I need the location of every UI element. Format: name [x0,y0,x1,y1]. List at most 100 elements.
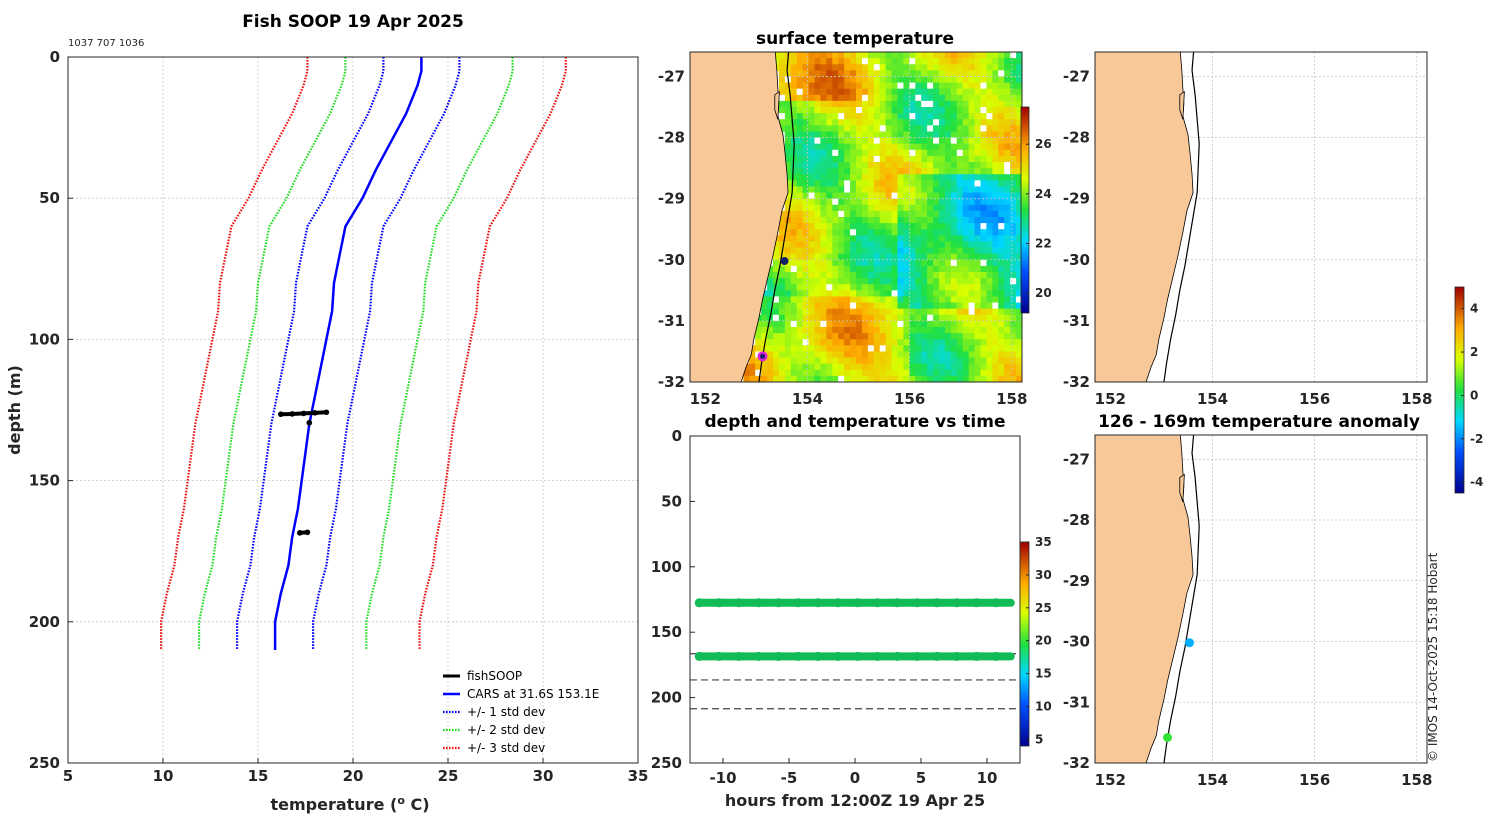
sst-cell [1010,125,1017,132]
sst-cell [974,137,981,145]
sst-cell [944,308,952,316]
sst-cell [778,119,786,126]
sst-cell [808,296,815,304]
sst-cell [909,265,916,273]
sst-cell [814,247,821,255]
sst-cell [903,113,910,120]
sst-cell [838,284,845,291]
sst-cell [944,174,952,181]
sst-cell [992,137,999,145]
sst-cell [808,265,815,273]
sst-cell [879,333,887,340]
sst-cell [974,198,981,206]
sst-cell [921,137,928,145]
sst-cell [879,52,887,59]
sst-cell [856,314,863,322]
blank-map-ytick-label: -27 [1063,67,1090,85]
sst-cell [933,70,940,77]
sst-cell [861,119,869,126]
sst-cell [808,308,815,316]
sst-cell [915,143,922,151]
sst-cell [832,107,839,114]
sst-cell [784,333,792,340]
sst-cell [814,64,821,71]
sst-cell [838,198,845,206]
sst-cell [968,229,976,236]
blank-map-xtick-label: 154 [1197,390,1228,408]
sst-cell [998,302,1005,310]
sst-cell [867,217,875,224]
sst-cell [968,272,976,279]
sst-cell [1010,143,1017,151]
sst-cell [832,375,839,382]
sst-cell [861,308,869,316]
sst-cell [891,180,898,187]
sst-cell [820,327,827,334]
sst-cell [939,155,946,163]
sst-cell [802,88,810,96]
sst-cell [1004,58,1011,65]
sst-cell [992,241,999,249]
sst-cell [950,223,958,230]
sst-cell [998,308,1005,316]
sst-cell [861,143,869,151]
sst-cell [861,137,869,145]
sst-cell [850,155,857,163]
sst-cell [856,278,863,285]
sst-cell [861,64,869,71]
sst-cell [767,272,774,279]
sst-cell [897,314,904,322]
sst-cell [814,58,821,65]
sst-cell [802,64,810,71]
sst-cell [897,278,904,285]
sst-cell [826,327,833,334]
sst-cell [856,192,863,200]
sst-cell [885,76,893,84]
sst-cell [885,119,893,126]
sst-cell [891,88,898,96]
sst-cell [773,52,780,59]
sst-cell [986,143,993,151]
sst-cell [998,198,1005,206]
sst-cell [802,296,810,304]
sst-cell [909,107,916,114]
sst-cell [968,302,976,310]
sst-cell [1010,155,1017,163]
sst-cell [933,308,940,316]
depth-time-point [853,598,863,608]
sst-cell [778,314,786,322]
sst-cell [980,198,987,206]
sst-cell [909,58,916,65]
sst-cell [933,198,940,206]
sst-cell [850,247,857,255]
sst-cell [820,333,827,340]
sst-cell [933,357,940,365]
depth-time-point [734,651,744,661]
sst-cell [944,217,952,224]
sst-cell [939,131,946,139]
sst-cell [755,357,762,365]
sst-cell [826,94,833,102]
sst-cell [956,223,964,230]
sst-cell [790,204,798,212]
sst-cell [968,278,976,285]
sst-cell [767,363,774,371]
sst-cell [790,180,798,187]
sst-cell [897,290,904,297]
sst-cell [1004,278,1011,285]
sst-cell [927,223,934,230]
sst-cell [927,302,934,310]
sst-cell [767,351,774,359]
sst-cell [968,82,976,90]
sst-cell [956,186,964,194]
sst-cell [1004,308,1011,316]
sst-cell [897,241,904,249]
sst-cell [915,186,922,194]
sst-cell [986,119,993,126]
sst-cell [891,217,898,224]
sst-cell [844,333,851,340]
sst-cell [856,308,863,316]
sst-cell [897,327,904,334]
sst-cell [808,278,815,285]
sst-cell [802,320,810,328]
